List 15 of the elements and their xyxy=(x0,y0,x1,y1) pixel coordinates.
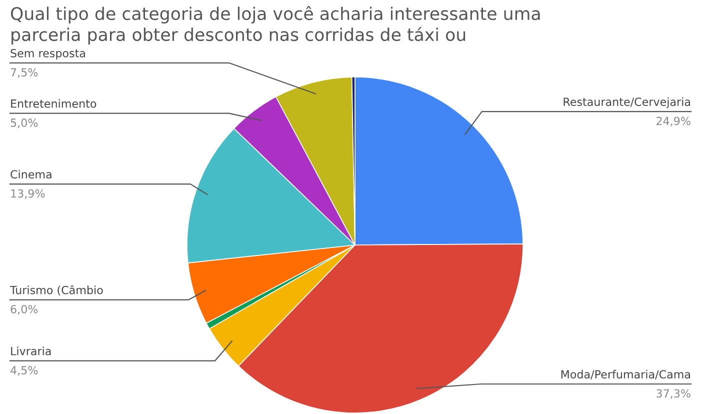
data-label: 13,9% xyxy=(11,189,45,199)
data-label: 4,5% xyxy=(10,366,38,376)
data-label: 6,0% xyxy=(10,305,38,315)
data-label: 37,3% xyxy=(656,389,690,399)
slice-label: Turismo (Câmbio xyxy=(10,285,103,296)
chart-title: Qual tipo de categoria de loja você acharia interessante uma parceria para obter desconto nas corridas de táxi ou xyxy=(10,6,540,44)
slice-label: Livraria xyxy=(11,346,51,356)
slice-label: Cinema xyxy=(10,170,52,179)
data-label: 7,5% xyxy=(10,68,38,78)
slice-label: Entretenimento xyxy=(11,99,96,108)
slice-label: Moda/Perfumaria/Cama xyxy=(561,370,690,380)
slice-label: Restaurante/Cervejaria xyxy=(564,97,690,108)
data-label: 5,0% xyxy=(10,118,38,128)
data-label: 24,9% xyxy=(656,116,690,126)
slice-label: Sem resposta xyxy=(10,48,85,60)
